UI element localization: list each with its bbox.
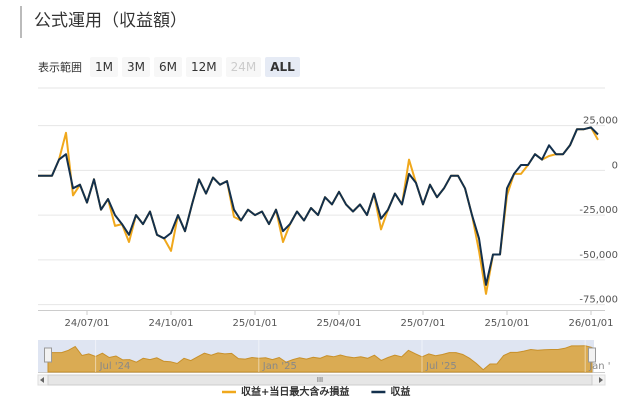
y-tick-label: 25,000 — [583, 116, 618, 127]
navigator-handle[interactable] — [44, 347, 52, 363]
x-tick-label: 26/01/01 — [569, 318, 614, 329]
scroll-left[interactable] — [40, 377, 44, 383]
range-button[interactable]: ALL — [265, 57, 300, 77]
navigator-handle[interactable] — [588, 347, 596, 363]
y-tick-label: -25,000 — [579, 205, 618, 216]
scroll-right[interactable] — [599, 377, 603, 383]
range-label: 表示範囲 — [38, 61, 82, 74]
x-tick-label: 24/10/01 — [149, 318, 194, 329]
range-selector: 表示範囲 1M 3M 6M 12M 24M ALL — [38, 57, 304, 77]
series-line — [38, 126, 599, 295]
y-tick-label: -75,000 — [579, 295, 618, 306]
x-tick-label: 24/07/01 — [65, 318, 110, 329]
range-button[interactable]: 12M — [186, 57, 222, 77]
scrollbar-grip: III — [317, 376, 323, 384]
navigator-label: Jul '24 — [99, 361, 131, 372]
page-title: 公式運用（収益額） — [20, 6, 187, 38]
range-button[interactable]: 6M — [154, 57, 182, 77]
navigator-label: Jan ' — [588, 361, 610, 372]
scrollbar-thumb[interactable] — [47, 374, 593, 386]
y-tick-label: 0 — [612, 160, 618, 171]
range-button[interactable]: 3M — [122, 57, 150, 77]
y-tick-label: -50,000 — [579, 250, 618, 261]
navigator-label: Jan '25 — [262, 361, 297, 372]
legend-label: 収益 — [390, 385, 410, 398]
legend-label: 収益+当日最大含み損益 — [241, 385, 349, 398]
range-button[interactable]: 24M — [225, 57, 262, 77]
x-tick-label: 25/10/01 — [485, 318, 530, 329]
series-line — [38, 126, 599, 286]
x-tick-label: 25/07/01 — [401, 318, 446, 329]
x-tick-label: 25/04/01 — [317, 318, 362, 329]
range-button[interactable]: 1M — [90, 57, 118, 77]
navigator-area — [47, 345, 593, 373]
navigator-label: Jul '25 — [425, 361, 457, 372]
x-tick-label: 25/01/01 — [233, 318, 278, 329]
